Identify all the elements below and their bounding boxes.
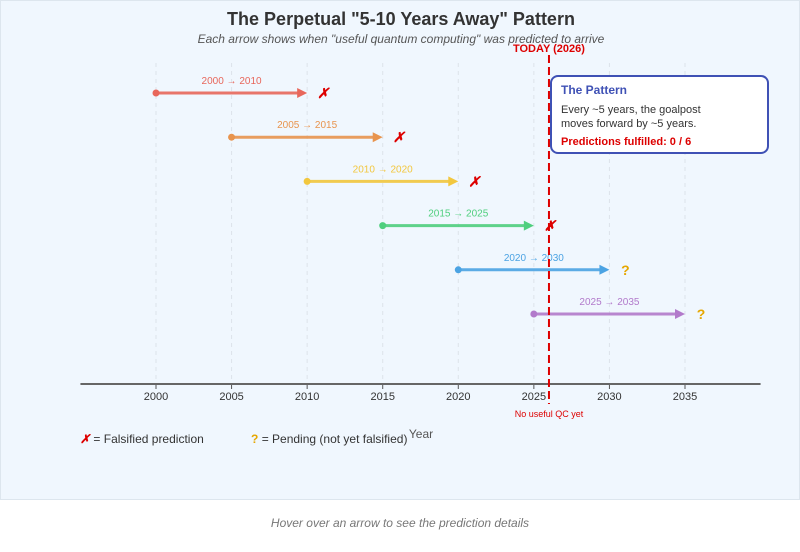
chart-subtitle: Each arrow shows when "useful quantum co…	[198, 32, 605, 46]
x-tick-label: 2030	[597, 391, 621, 403]
arrow-start-dot	[303, 177, 311, 185]
arrow-head	[297, 88, 308, 98]
arrow-label: 2020 → 2030	[504, 253, 564, 264]
arrow-head	[599, 264, 610, 275]
x-tick-label: 2025	[522, 391, 546, 403]
x-tick-label: 2020	[446, 391, 470, 403]
prediction-arrow[interactable]: 2020 → 2030?	[454, 253, 630, 278]
x-tick-label: 2035	[673, 391, 697, 403]
x-tick-label: 2000	[144, 391, 168, 403]
falsified-icon: ✗	[80, 432, 91, 446]
legend-falsified-label: = Falsified prediction	[93, 432, 204, 446]
arrow-head	[523, 220, 534, 231]
callout-title: The Pattern	[561, 83, 628, 97]
arrow-start-dot	[228, 133, 236, 141]
today-label: TODAY (2026)	[513, 43, 585, 55]
arrow-start-dot	[379, 222, 387, 230]
falsified-icon: ✗	[544, 218, 557, 234]
pending-icon: ?	[621, 262, 630, 278]
arrow-start-dot	[530, 310, 538, 318]
x-tick-label: 2010	[295, 391, 319, 403]
pending-icon: ?	[697, 306, 706, 322]
prediction-arrow[interactable]: 2000 → 2010 ✗	[152, 76, 331, 101]
prediction-arrow[interactable]: 2025 → 2035?	[530, 297, 705, 322]
arrow-head	[675, 309, 685, 319]
falsified-icon: ✗	[393, 129, 406, 145]
pending-icon: ?	[251, 432, 259, 446]
timeline-chart: The Perpetual "5-10 Years Away" Pattern …	[80, 9, 761, 441]
arrow-start-dot	[454, 266, 462, 274]
arrow-head	[448, 176, 459, 187]
footer-hint: Hover over an arrow to see the predictio…	[270, 516, 530, 530]
prediction-arrow[interactable]: 2005 → 2015 ✗	[228, 120, 406, 145]
falsified-icon: ✗	[317, 85, 330, 101]
arrow-head	[372, 132, 383, 143]
arrow-label: 2015 → 2025	[428, 209, 488, 220]
today-note: No useful QC yet	[515, 409, 584, 419]
arrow-start-dot	[152, 89, 160, 97]
arrow-label: 2010 → 2020	[353, 164, 413, 175]
legend-falsified: ✗ = Falsified prediction	[80, 432, 204, 446]
chart-title: The Perpetual "5-10 Years Away" Pattern	[227, 9, 575, 29]
callout-body: Every ~5 years, the goalpost moves forwa…	[561, 104, 701, 130]
pattern-callout: The Pattern Every ~5 years, the goalpost…	[550, 75, 769, 154]
legend-pending-label: = Pending (not yet falsified)	[261, 432, 408, 446]
x-axis-label: Year	[409, 427, 433, 441]
falsified-icon: ✗	[468, 173, 481, 189]
callout-fulfilled: Predictions fulfilled: 0 / 6	[561, 136, 692, 148]
arrow-label: 2005 → 2015	[277, 120, 337, 131]
prediction-arrow[interactable]: 2015 → 2025 ✗	[379, 209, 557, 234]
x-tick-label: 2015	[370, 391, 394, 403]
prediction-arrow[interactable]: 2010 → 2020 ✗	[303, 164, 482, 189]
chart-panel: The Perpetual "5-10 Years Away" Pattern …	[0, 0, 800, 500]
arrow-label: 2025 → 2035	[579, 297, 639, 308]
legend-pending: ? = Pending (not yet falsified)	[251, 432, 407, 446]
x-tick-label: 2005	[219, 391, 243, 403]
arrow-label: 2000 → 2010	[202, 76, 262, 87]
